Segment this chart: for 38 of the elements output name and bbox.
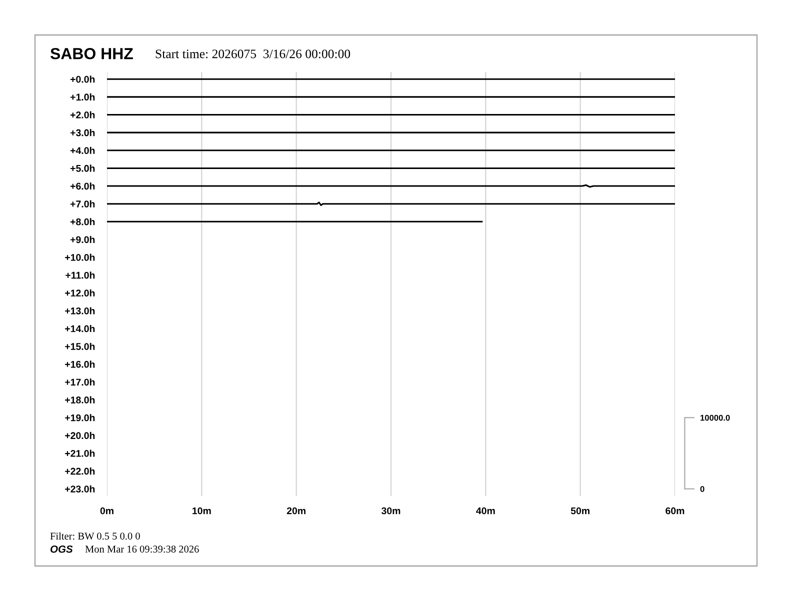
y-tick-label: +11.0h	[66, 272, 95, 279]
y-tick-label: +18.0h	[65, 396, 95, 404]
x-tick-label: 20m	[286, 507, 306, 514]
y-tick-label: +13.0h	[65, 307, 95, 314]
chart-subtitle: Start time: 2026075 3/16/26 00:00:00	[156, 50, 350, 58]
x-tick-label: 30m	[381, 507, 400, 514]
y-tick-label: +15.0h	[65, 342, 95, 350]
y-tick-label: +3.0h	[70, 129, 95, 136]
y-tick-label: +22.0h	[65, 468, 95, 475]
text: OGS	[50, 545, 73, 553]
y-tick-label: +2.0h	[70, 111, 95, 118]
y-tick-label: +5.0h	[70, 164, 95, 172]
chart-title: SABO HHZ	[50, 48, 133, 60]
y-tick-label: +17.0h	[65, 378, 95, 386]
y-tick-label: +9.0h	[70, 236, 95, 244]
y-tick-label: +12.0h	[65, 289, 95, 297]
y-tick-label: +14.0h	[65, 325, 95, 332]
x-tick-label: 50m	[570, 507, 590, 514]
y-tick-label: +7.0h	[70, 200, 95, 208]
y-tick-label: +4.0h	[70, 146, 95, 154]
y-tick-label: +23.0h	[65, 485, 95, 493]
y-tick-label: +0.0h	[70, 76, 95, 83]
text: Mon Mar 16 09:39:38 2026	[85, 546, 199, 553]
y-tick-label: +21.0h	[65, 450, 95, 457]
y-tick-label: +16.0h	[65, 360, 95, 368]
text: Filter: BW 0.5 5 0.0 0	[50, 532, 140, 540]
x-tick-label: 0m	[100, 507, 114, 514]
x-tick-label: 10m	[192, 507, 211, 514]
x-tick-label: 40m	[476, 507, 495, 514]
y-tick-label: +6.0h	[70, 182, 95, 190]
y-tick-label: +1.0h	[70, 93, 95, 101]
y-tick-label: +8.0h	[70, 218, 95, 226]
y2-tick-label: 10000.0	[700, 414, 730, 421]
x-tick-label: 60m	[666, 507, 684, 514]
y-tick-label: +20.0h	[65, 432, 95, 440]
y2-tick-label: 0	[700, 486, 704, 492]
y-tick-label: +19.0h	[65, 414, 95, 422]
y-tick-label: +10.0h	[65, 254, 95, 261]
